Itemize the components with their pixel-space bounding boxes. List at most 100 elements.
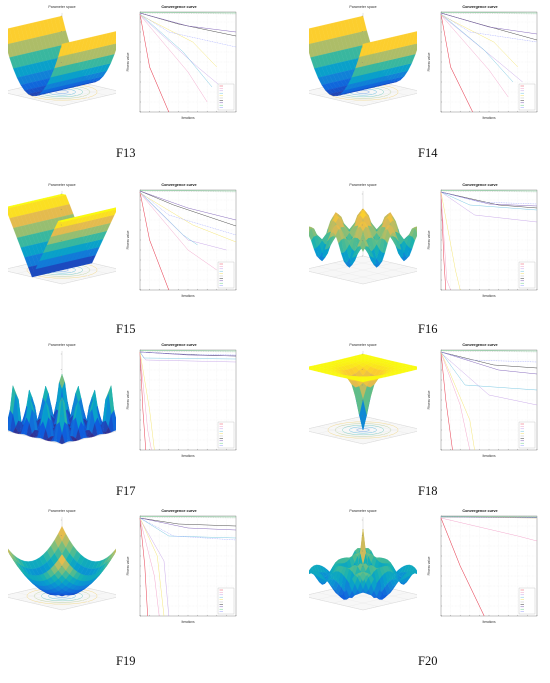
parameter-space-plot: Parameter space	[309, 509, 417, 630]
series-line	[139, 517, 237, 541]
figure-label: F14	[418, 146, 438, 160]
floor-gridline	[8, 93, 63, 107]
parameter-space-plot: Parameter space	[309, 183, 417, 304]
series-line	[139, 350, 237, 352]
series-line	[139, 190, 237, 227]
figure-label: F15	[116, 322, 136, 336]
surface-plot-svg	[8, 350, 116, 445]
series-line	[440, 190, 538, 192]
series-line	[440, 14, 523, 83]
series-line	[440, 14, 518, 68]
convergence-title: Convergence curve	[462, 509, 498, 513]
series-line	[139, 192, 237, 243]
convergence-title: Convergence curve	[161, 5, 197, 9]
legend-box	[518, 261, 536, 289]
floor-gridline	[362, 597, 417, 611]
convergence-plot: Convergence curve Iterations Fitness valu…	[421, 183, 539, 304]
series-line	[139, 517, 237, 539]
series-group	[440, 190, 538, 291]
series-line	[440, 14, 509, 98]
series-group	[139, 12, 237, 113]
legend	[518, 421, 536, 449]
series-line	[139, 14, 208, 103]
series-line	[440, 190, 538, 193]
convergence-plot: Convergence curve Iterations Fitness valu…	[120, 183, 238, 304]
floor-contour	[55, 90, 69, 94]
series-group	[440, 516, 538, 617]
series-group	[139, 516, 237, 617]
series-line	[440, 350, 538, 352]
parameter-space-title: Parameter space	[48, 5, 76, 9]
legend-box	[217, 83, 235, 111]
series-line	[440, 191, 538, 211]
legend	[217, 587, 235, 615]
legend-box	[217, 261, 235, 289]
surface-plot-svg	[8, 190, 116, 285]
x-axis-label: Iterations	[482, 294, 496, 298]
convergence-title: Convergence curve	[161, 343, 197, 347]
x-axis-label: Iterations	[181, 620, 195, 624]
floor-gridline	[8, 597, 63, 611]
legend-box	[518, 421, 536, 449]
surface-plot-svg	[8, 12, 116, 107]
figure-panel-f18: Parameter space Convergence curve Iterat…	[309, 343, 539, 502]
series-line	[440, 13, 473, 113]
series-line	[139, 518, 160, 617]
series-line	[440, 351, 453, 451]
legend-box	[217, 587, 235, 615]
floor-gridline	[61, 597, 116, 611]
surface-mesh	[8, 373, 116, 445]
parameter-space-title: Parameter space	[349, 509, 377, 513]
figure-label: F16	[418, 322, 438, 336]
floor-gridline	[61, 93, 116, 107]
series-line	[440, 12, 538, 14]
surface-facet	[414, 226, 417, 234]
floor-contour	[342, 424, 384, 436]
convergence-title: Convergence curve	[462, 183, 498, 187]
parameter-space-title: Parameter space	[48, 183, 76, 187]
floor-gridline	[362, 93, 417, 107]
convergence-chart-svg: Iterations Fitness value	[427, 11, 538, 120]
convergence-chart-svg: Iterations Fitness value	[427, 349, 538, 458]
series-line	[139, 351, 237, 360]
figure-label: F19	[116, 654, 136, 668]
surface-facet	[9, 550, 18, 563]
series-line	[139, 190, 237, 221]
series-line	[139, 12, 237, 33]
convergence-title: Convergence curve	[161, 509, 197, 513]
y-axis-label: Fitness value	[427, 230, 431, 249]
series-line	[440, 191, 538, 223]
floor-gridline	[317, 266, 379, 281]
series-line	[440, 350, 538, 353]
series-line	[139, 351, 155, 451]
surface-plot-svg	[309, 12, 417, 107]
parameter-space-title: Parameter space	[48, 343, 76, 347]
series-line	[440, 191, 538, 209]
figure-panel-f13: Parameter space Convergence curve Iterat…	[8, 5, 238, 164]
surface-mesh	[8, 15, 116, 97]
floor-contour	[33, 589, 91, 603]
convergence-plot: Convergence curve Iterations Fitness valu…	[120, 343, 238, 464]
surface-facet	[58, 42, 66, 58]
series-line	[139, 190, 237, 192]
convergence-chart-svg: Iterations Fitness value	[427, 515, 538, 624]
surface-facet	[309, 226, 312, 234]
series-line	[139, 12, 237, 15]
parameter-space-plot: Parameter space	[8, 343, 116, 464]
series-line	[440, 351, 538, 369]
x-axis-label: Iterations	[482, 620, 496, 624]
figure-label: F20	[418, 654, 438, 668]
series-group	[139, 190, 237, 291]
series-line	[440, 517, 485, 617]
floor-gridline	[61, 271, 116, 285]
series-line	[440, 12, 538, 15]
series-line	[440, 192, 451, 291]
series-line	[139, 191, 237, 236]
convergence-chart-svg: Iterations Fitness value	[126, 11, 237, 120]
surface-facet	[8, 550, 10, 554]
y-axis-label: Fitness value	[427, 52, 431, 71]
surface-facet	[58, 220, 66, 223]
series-line	[440, 191, 538, 205]
surface-mesh	[309, 15, 417, 97]
parameter-space-plot: Parameter space	[8, 5, 116, 126]
